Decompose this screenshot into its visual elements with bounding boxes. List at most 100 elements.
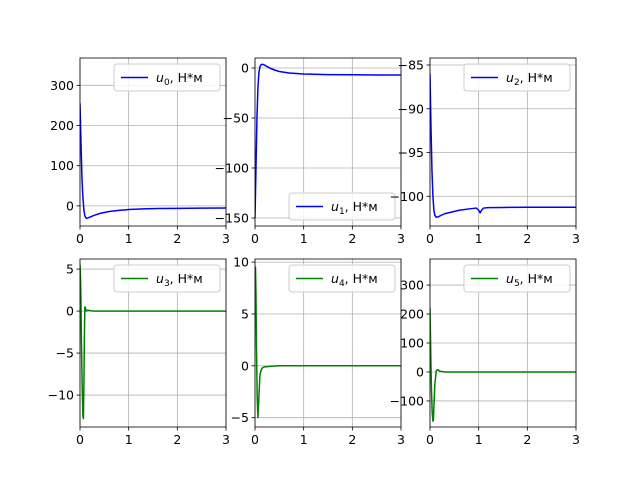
series-line [255,63,401,219]
y-tick-label: −10 [48,388,74,403]
legend-subscript: 4 [339,279,345,289]
subplot-5: 0 1 2 3 −100 0 100 200 300 u5, Н*м [390,258,580,447]
x-tick-label: 3 [397,432,405,447]
legend-label: u0, Н*м [156,70,203,88]
y-tick-label: 100 [400,336,424,351]
legend-box [463,264,571,293]
legend: u0, Н*м [113,63,221,92]
x-tick-label: 3 [572,231,580,246]
x-tick-label: 1 [300,231,308,246]
legend: u1, Н*м [288,192,396,221]
x-tick-label: 0 [76,231,84,246]
series-line [80,264,226,420]
y-tick-label: 0 [241,61,249,76]
series-line [80,103,226,220]
legend-subscript: 2 [514,78,520,88]
legend-unit: , Н*м [520,70,553,85]
legend-subscript: 3 [164,279,170,289]
legend-label: u1, Н*м [331,199,378,217]
y-tick-label: 5 [66,262,74,277]
legend-label: u5, Н*м [506,271,553,289]
y-tick-label: 300 [50,78,74,93]
y-tick-label: −100 [390,393,424,408]
legend-subscript: 1 [339,207,345,217]
legend-box [113,63,221,92]
legend-label: u3, Н*м [156,271,203,289]
y-tick-label: 100 [50,158,74,173]
legend-symbol: u [506,271,514,286]
y-tick-label: −5 [56,346,74,361]
x-tick-label: 0 [426,231,434,246]
legend-box [288,192,396,221]
axes-frame [429,57,577,227]
y-tick-label: −5 [231,410,249,425]
y-tick-label: 200 [50,118,74,133]
x-tick-label: 0 [76,432,84,447]
x-tick-label: 0 [426,432,434,447]
x-tick-label: 2 [173,231,181,246]
y-tick-label: −100 [215,161,249,176]
legend-subscript: 5 [514,279,520,289]
x-tick-label: 3 [397,231,405,246]
y-tick-label: 300 [400,278,424,293]
legend-symbol: u [156,271,164,286]
legend-symbol: u [331,199,339,214]
x-tick-label: 0 [251,231,259,246]
y-tick-label: 5 [241,306,249,321]
x-tick-label: 3 [222,231,230,246]
x-tick-label: 2 [173,432,181,447]
y-tick-label: 0 [416,364,424,379]
x-tick-label: 0 [251,432,259,447]
legend-label: u2, Н*м [506,70,553,88]
series-line [255,266,401,419]
x-tick-label: 1 [125,231,133,246]
legend-unit: , Н*м [345,271,378,286]
y-tick-label: −50 [223,111,249,126]
legend: u5, Н*м [463,264,571,293]
x-tick-label: 1 [475,231,483,246]
x-tick-label: 1 [475,432,483,447]
subplot-0: 0 1 2 3 0 100 200 300 u0, Н*м [50,57,230,246]
y-tick-label: 10 [233,255,249,270]
y-tick-label: 0 [66,304,74,319]
x-tick-label: 2 [523,432,531,447]
series-line [430,308,576,422]
legend: u3, Н*м [113,264,221,293]
legend-unit: , Н*м [170,271,203,286]
axes-frame [79,258,227,428]
legend-box [463,63,571,92]
x-tick-label: 2 [348,432,356,447]
legend-box [113,264,221,293]
x-tick-label: 2 [523,231,531,246]
y-tick-label: −85 [398,58,424,73]
x-tick-label: 1 [125,432,133,447]
y-tick-label: 0 [241,358,249,373]
x-tick-label: 3 [572,432,580,447]
legend-symbol: u [331,271,339,286]
legend-symbol: u [506,70,514,85]
y-tick-label: 0 [66,198,74,213]
y-tick-label: 200 [400,307,424,322]
y-tick-label: −150 [215,211,249,226]
series-line [430,73,576,218]
legend-subscript: 0 [164,78,170,88]
legend-label: u4, Н*м [331,271,378,289]
legend-unit: , Н*м [345,199,378,214]
y-tick-label: −95 [398,145,424,160]
legend-unit: , Н*м [170,70,203,85]
x-tick-label: 3 [222,432,230,447]
axes-frame [254,258,402,428]
x-tick-label: 2 [348,231,356,246]
legend-unit: , Н*м [520,271,553,286]
legend: u4, Н*м [288,264,396,293]
legend-box [288,264,396,293]
axes-frame [79,57,227,227]
y-tick-label: −90 [398,101,424,116]
axes-frame [254,57,402,227]
x-tick-label: 1 [300,432,308,447]
